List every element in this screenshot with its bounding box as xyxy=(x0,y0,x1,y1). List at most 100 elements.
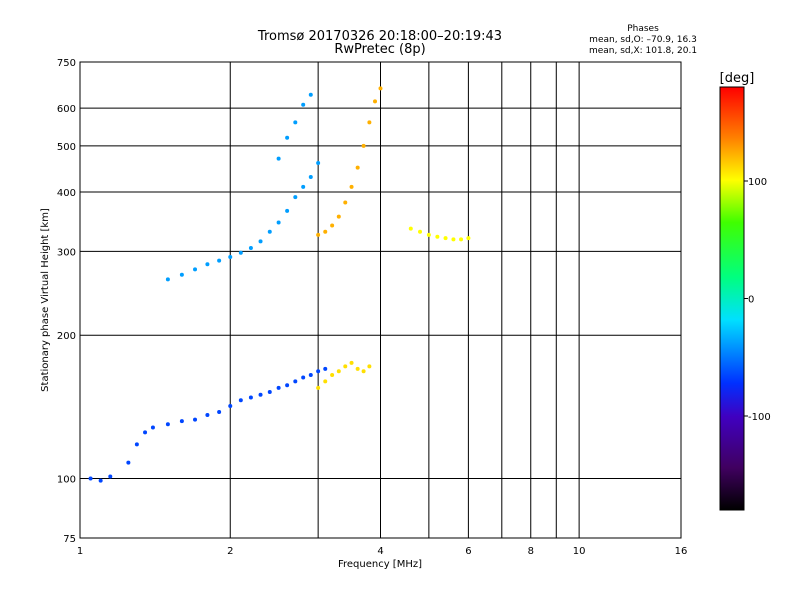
data-point xyxy=(165,277,170,282)
colorbar-tick-label: 0 xyxy=(748,295,754,306)
y-tick-label: 500 xyxy=(57,142,76,153)
x-tick-label: 6 xyxy=(465,546,471,557)
data-point xyxy=(276,385,281,390)
chart-subtitle: RwPretec (8p) xyxy=(334,42,425,57)
data-point xyxy=(316,369,321,374)
x-tick-label: 10 xyxy=(573,546,586,557)
data-point xyxy=(193,417,198,422)
data-point xyxy=(205,262,210,267)
data-point xyxy=(165,422,170,427)
colorbar-ticks: 100 0 -100 xyxy=(744,177,771,423)
data-point xyxy=(308,174,313,179)
data-point xyxy=(228,404,233,409)
y-tick-label: 300 xyxy=(57,247,76,258)
data-point xyxy=(126,460,131,465)
data-point xyxy=(238,250,243,255)
data-point xyxy=(267,389,272,394)
data-point xyxy=(285,383,290,388)
phases-title: Phases xyxy=(627,24,659,34)
data-point xyxy=(367,364,372,369)
data-point xyxy=(179,419,184,424)
data-point xyxy=(426,232,431,237)
data-point xyxy=(349,360,354,365)
data-point xyxy=(336,369,341,374)
data-point xyxy=(343,364,348,369)
data-point xyxy=(330,373,335,378)
data-point xyxy=(217,258,222,263)
data-point xyxy=(267,229,272,234)
data-point xyxy=(373,99,378,104)
data-point xyxy=(88,476,93,481)
data-point xyxy=(258,392,263,397)
data-point xyxy=(248,395,253,400)
data-point xyxy=(330,223,335,228)
data-point xyxy=(349,184,354,189)
x-axis-label: Frequency [MHz] xyxy=(338,559,422,570)
phases-o-line: mean, sd,O: –70.9, 16.3 xyxy=(589,35,697,45)
data-point xyxy=(361,143,366,148)
data-point xyxy=(323,366,328,371)
data-point xyxy=(435,234,440,239)
data-point xyxy=(276,220,281,225)
y-axis-label: Stationary phase Virtual Height [km] xyxy=(40,208,51,392)
data-point xyxy=(143,430,148,435)
x-tick-label: 1 xyxy=(77,546,83,557)
data-point xyxy=(466,236,471,241)
x-tick-label: 2 xyxy=(227,546,233,557)
data-point xyxy=(293,379,298,384)
y-tick-label: 400 xyxy=(57,188,76,199)
data-point xyxy=(301,102,306,107)
x-tick-label: 16 xyxy=(675,546,688,557)
data-point xyxy=(316,385,321,390)
data-point xyxy=(285,208,290,213)
data-point xyxy=(451,237,456,242)
colorbar-tick-label: 100 xyxy=(748,177,767,188)
data-point xyxy=(238,398,243,403)
data-point xyxy=(98,478,103,483)
y-tick-label: 750 xyxy=(57,58,76,69)
y-tick-label: 75 xyxy=(63,534,76,545)
data-point xyxy=(355,165,360,170)
data-point xyxy=(323,229,328,234)
y-tick-label: 100 xyxy=(57,475,76,486)
y-tick-label: 200 xyxy=(57,331,76,342)
data-point xyxy=(343,200,348,205)
y-tick-labels: 75 100 200 300 400 500 600 750 xyxy=(57,58,76,545)
chart-title: Tromsø 20170326 20:18:00–20:19:43 xyxy=(257,29,502,44)
data-point xyxy=(316,232,321,237)
colorbar xyxy=(719,86,745,511)
data-point xyxy=(301,375,306,380)
data-point xyxy=(205,412,210,417)
data-point xyxy=(193,267,198,272)
x-tick-label: 8 xyxy=(528,546,534,557)
colorbar-label: [deg] xyxy=(720,71,755,86)
data-point xyxy=(323,379,328,384)
colorbar-tick-label: -100 xyxy=(748,412,771,423)
data-point xyxy=(228,255,233,260)
phases-x-line: mean, sd,X: 101.8, 20.1 xyxy=(589,46,697,56)
data-point xyxy=(276,156,281,161)
data-point xyxy=(150,425,155,430)
x-tick-labels: 1 2 4 6 8 10 16 xyxy=(77,546,688,557)
data-point xyxy=(361,369,366,374)
grid-layer xyxy=(80,62,681,538)
data-point xyxy=(285,135,290,140)
y-tick-label: 600 xyxy=(57,104,76,115)
data-point xyxy=(408,226,413,231)
data-point xyxy=(258,239,263,244)
data-point xyxy=(378,86,383,91)
data-point xyxy=(459,237,464,242)
data-point xyxy=(293,195,298,200)
data-point xyxy=(134,442,139,447)
data-point xyxy=(443,236,448,241)
data-point xyxy=(418,229,423,234)
data-point xyxy=(336,214,341,219)
data-point xyxy=(217,409,222,414)
data-point xyxy=(179,272,184,277)
data-point xyxy=(293,120,298,125)
data-point xyxy=(308,92,313,97)
data-point xyxy=(248,246,253,251)
data-point xyxy=(316,161,321,166)
data-points xyxy=(88,86,471,483)
